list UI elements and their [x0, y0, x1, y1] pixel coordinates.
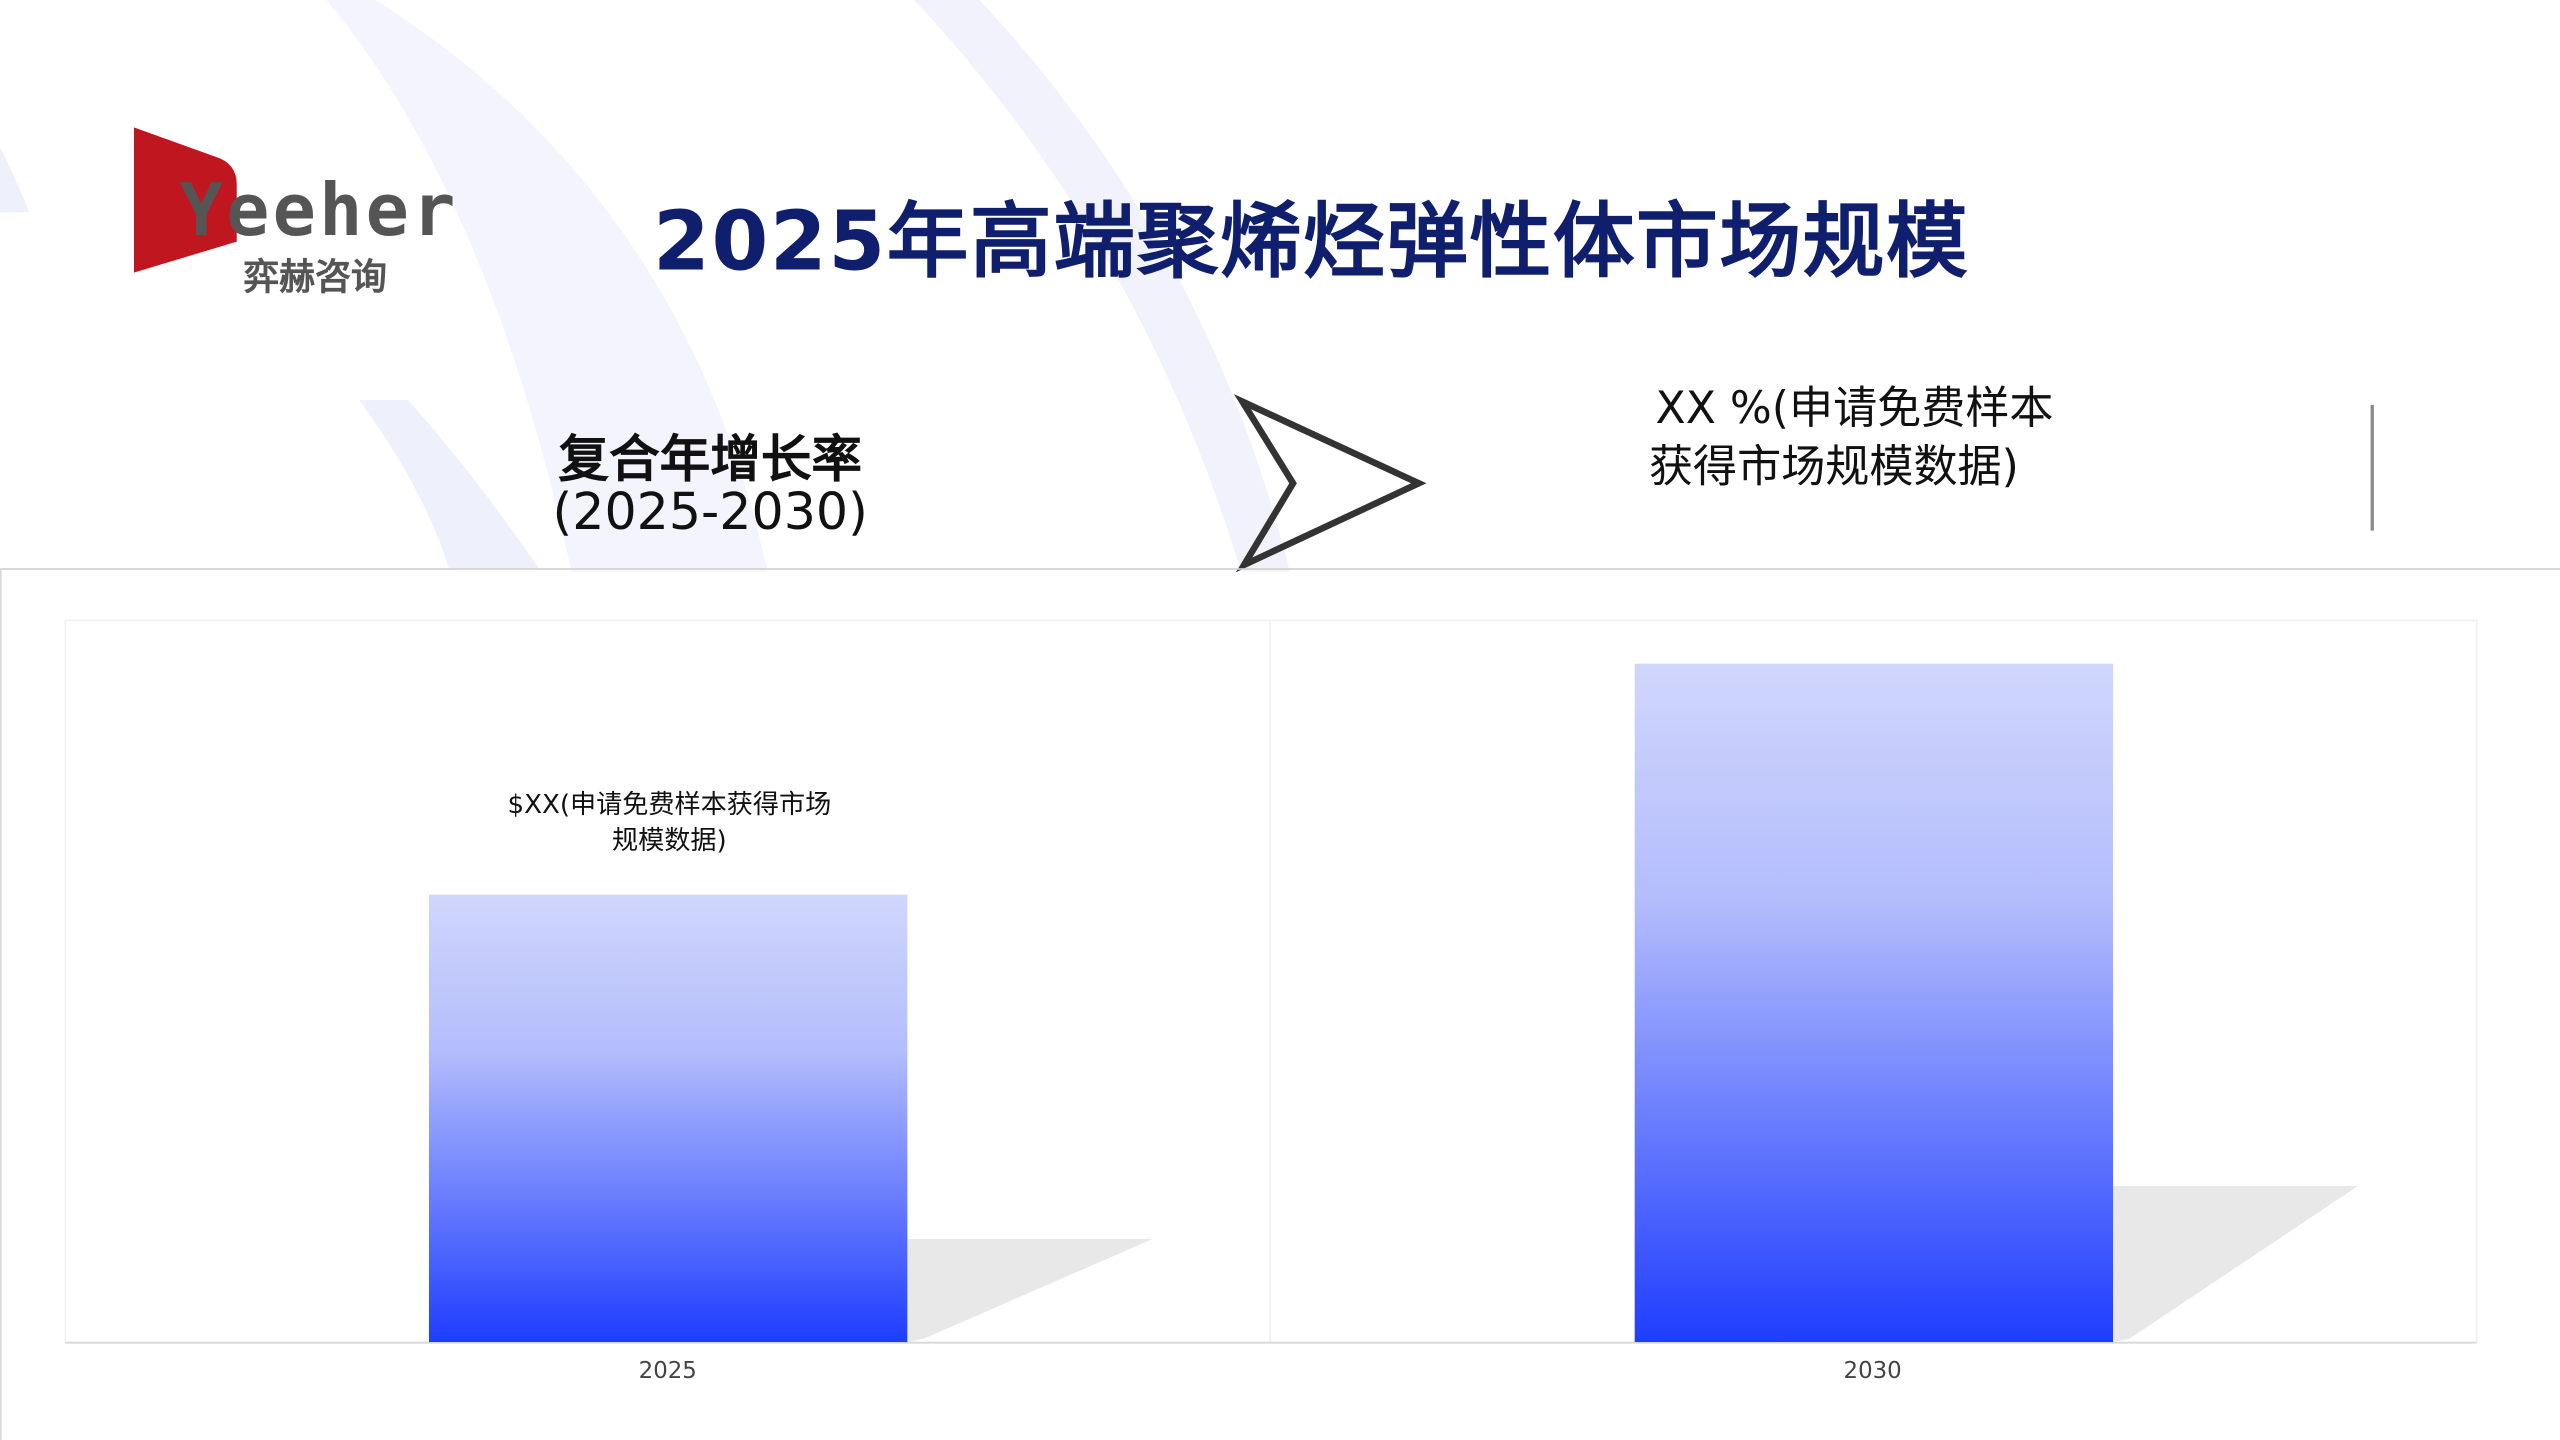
cagr-label-line2: (2025-2030)	[552, 483, 868, 543]
data-label-line2: 规模数据)	[612, 824, 727, 856]
chart-panel-border	[0, 568, 2, 1440]
chevron-arrow-right-icon	[1233, 394, 1427, 573]
cagr-label-line1: 复合年增长率	[558, 431, 863, 490]
divider-vertical	[2370, 404, 2374, 531]
data-label-line1: $XX(申请免费样本获得市场	[507, 788, 832, 820]
bar-shadow	[907, 1239, 1153, 1343]
bar-shadow	[2113, 1186, 2358, 1343]
page-title: 2025年高端聚烯烃弹性体市场规模	[653, 194, 1970, 289]
logo-red-shape	[133, 127, 237, 273]
x-tick-label: 2030	[1843, 1358, 1902, 1385]
divider-horizontal	[0, 568, 2560, 570]
logo: Yeeher 弈赫咨询	[133, 127, 461, 299]
bar-2025	[428, 894, 908, 1343]
cagr-value-line2: 获得市场规模数据)	[1648, 442, 2019, 494]
bar-2030	[1634, 663, 2114, 1343]
cagr-value-line1: XX %(申请免费样本	[1655, 383, 2054, 435]
x-tick-label: 2025	[638, 1358, 697, 1385]
logo-brand: Yeeher	[179, 169, 459, 254]
logo-subtitle: 弈赫咨询	[243, 257, 387, 299]
